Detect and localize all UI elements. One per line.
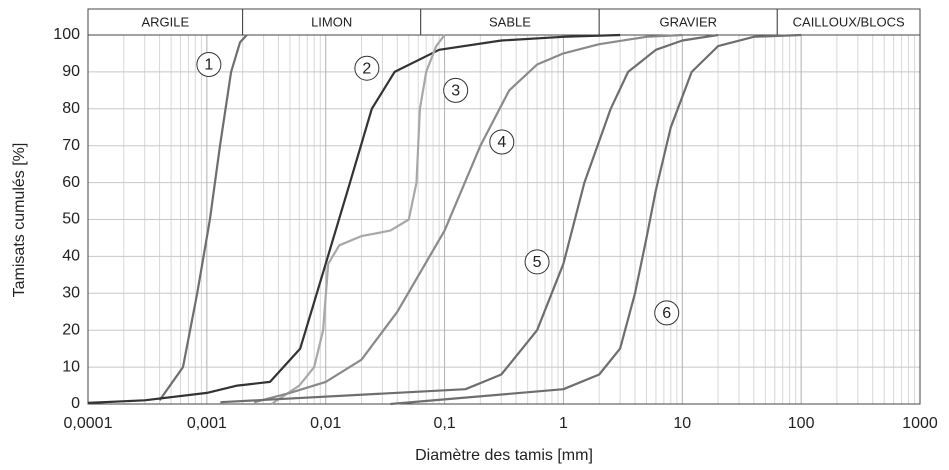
- y-tick-label: 20: [62, 321, 80, 338]
- y-tick-label: 70: [62, 137, 80, 154]
- curve-label-circle: [524, 249, 550, 275]
- y-tick-label: 80: [62, 100, 80, 117]
- x-tick-label: 0,0001: [64, 415, 113, 432]
- x-tick-label: 100: [788, 415, 815, 432]
- curve-label-circle: [443, 77, 469, 103]
- y-tick-label: 40: [62, 248, 80, 265]
- curve: [270, 34, 446, 405]
- curve-label: 1: [204, 57, 213, 74]
- band: [598, 8, 778, 36]
- curve-label-circle: [654, 300, 680, 326]
- y-tick-label: 0: [71, 395, 80, 412]
- curve-label: 2: [362, 60, 371, 77]
- band: [87, 8, 244, 36]
- curve-label: 4: [497, 134, 506, 151]
- y-tick-label: 10: [62, 358, 80, 375]
- curve-label: 5: [533, 254, 542, 271]
- x-tick-label: 10: [673, 415, 691, 432]
- band: [776, 8, 921, 36]
- y-tick-label: 100: [53, 26, 80, 43]
- curve: [390, 33, 802, 406]
- x-tick-label: 1: [559, 415, 568, 432]
- y-tick-label: 50: [62, 211, 80, 228]
- band-label: LIMON: [311, 14, 352, 29]
- band-label: GRAVIER: [659, 14, 717, 29]
- x-tick-label: 1000: [902, 415, 938, 432]
- curve-label-circle: [489, 129, 515, 155]
- band-label: ARGILE: [141, 14, 189, 29]
- x-tick-label: 0,001: [187, 415, 227, 432]
- curve: [253, 33, 683, 404]
- curve-label-circle: [354, 55, 380, 81]
- band-label: CAILLOUX/BLOCS: [793, 14, 905, 29]
- curve: [158, 34, 248, 401]
- y-axis-label: Tamisats cumulés [%]: [11, 143, 28, 298]
- curve-label: 3: [451, 83, 460, 100]
- y-tick-label: 90: [62, 63, 80, 80]
- curve-label-circle: [196, 52, 222, 78]
- y-tick-label: 30: [62, 285, 80, 302]
- x-tick-label: 0,01: [310, 415, 341, 432]
- curve: [220, 33, 719, 404]
- x-axis-label: Diamètre des tamis [mm]: [415, 447, 593, 464]
- curve: [87, 33, 621, 404]
- band-label: SABLE: [489, 14, 531, 29]
- x-tick-label: 0,1: [433, 415, 455, 432]
- curve-label: 6: [662, 305, 671, 322]
- band: [420, 8, 600, 36]
- y-tick-label: 60: [62, 174, 80, 191]
